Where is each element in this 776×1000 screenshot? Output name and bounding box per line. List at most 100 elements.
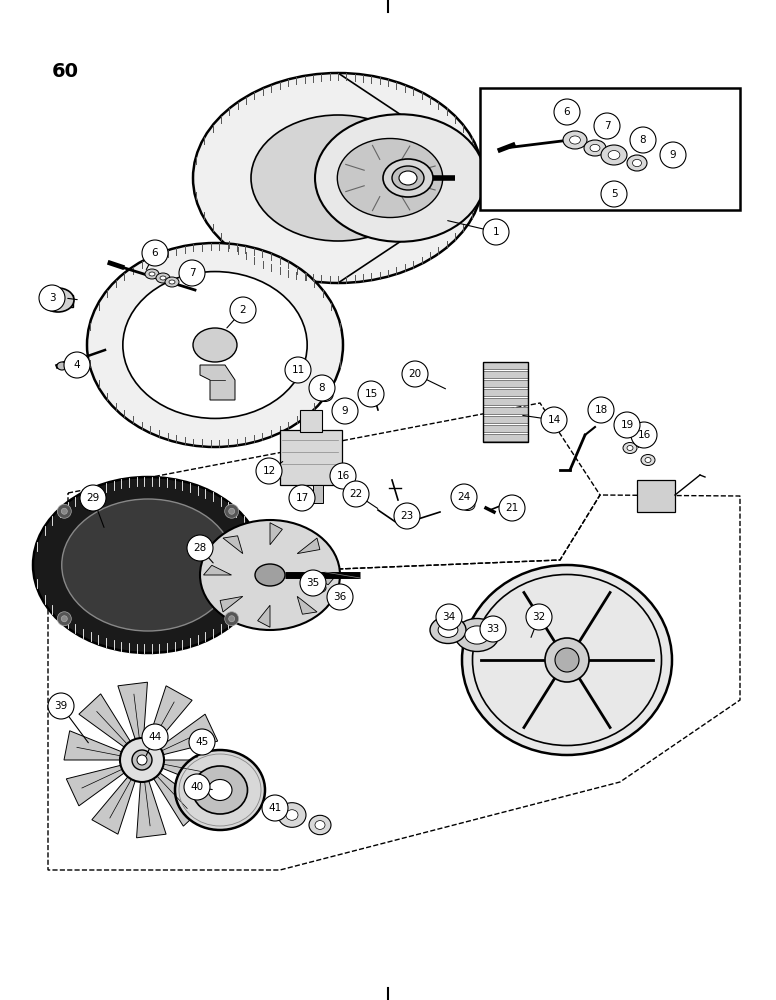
Circle shape <box>137 755 147 765</box>
Circle shape <box>225 612 239 626</box>
Ellipse shape <box>465 502 471 508</box>
Ellipse shape <box>461 499 475 510</box>
Ellipse shape <box>193 328 237 362</box>
Circle shape <box>660 142 686 168</box>
Circle shape <box>179 260 205 286</box>
Circle shape <box>57 504 71 518</box>
Circle shape <box>80 485 106 511</box>
Text: 11: 11 <box>291 365 305 375</box>
Ellipse shape <box>314 584 326 592</box>
Circle shape <box>483 219 509 245</box>
Circle shape <box>39 285 65 311</box>
Circle shape <box>330 463 356 489</box>
Text: 7: 7 <box>604 121 610 131</box>
Text: 6: 6 <box>151 248 158 258</box>
Ellipse shape <box>338 138 442 218</box>
Ellipse shape <box>641 454 655 466</box>
Ellipse shape <box>570 136 580 144</box>
Polygon shape <box>157 714 218 756</box>
Ellipse shape <box>42 288 74 312</box>
Text: 16: 16 <box>336 471 350 481</box>
Circle shape <box>588 397 614 423</box>
Polygon shape <box>223 536 243 554</box>
FancyBboxPatch shape <box>483 407 528 414</box>
Ellipse shape <box>315 821 325 829</box>
FancyBboxPatch shape <box>483 434 528 441</box>
Text: 20: 20 <box>408 369 421 379</box>
FancyBboxPatch shape <box>43 295 73 307</box>
Text: 40: 40 <box>190 782 203 792</box>
FancyBboxPatch shape <box>483 362 528 369</box>
Text: 15: 15 <box>365 389 378 399</box>
Circle shape <box>300 570 326 596</box>
Ellipse shape <box>62 499 234 631</box>
Text: 39: 39 <box>54 701 68 711</box>
Circle shape <box>230 297 256 323</box>
Text: 21: 21 <box>505 503 518 513</box>
Ellipse shape <box>337 593 349 602</box>
Circle shape <box>64 352 90 378</box>
Circle shape <box>132 750 152 770</box>
Circle shape <box>630 127 656 153</box>
Circle shape <box>229 508 234 514</box>
Text: 7: 7 <box>189 268 196 278</box>
Polygon shape <box>309 575 337 585</box>
Circle shape <box>120 738 164 782</box>
Ellipse shape <box>563 131 587 149</box>
Ellipse shape <box>255 564 285 586</box>
Polygon shape <box>66 764 127 806</box>
Polygon shape <box>297 538 320 554</box>
Text: 9: 9 <box>341 406 348 416</box>
Text: 60: 60 <box>52 62 79 81</box>
Ellipse shape <box>623 442 637 454</box>
FancyBboxPatch shape <box>313 485 323 503</box>
Polygon shape <box>64 731 125 760</box>
Ellipse shape <box>383 159 433 197</box>
Text: 28: 28 <box>193 543 206 553</box>
Text: 9: 9 <box>670 150 677 160</box>
Ellipse shape <box>399 171 417 185</box>
Circle shape <box>631 422 657 448</box>
Circle shape <box>327 584 353 610</box>
Ellipse shape <box>317 388 333 401</box>
Ellipse shape <box>608 150 620 159</box>
Ellipse shape <box>345 412 352 418</box>
Ellipse shape <box>286 810 298 820</box>
Circle shape <box>61 508 68 514</box>
Circle shape <box>541 407 567 433</box>
Circle shape <box>285 357 311 383</box>
Polygon shape <box>297 596 317 614</box>
FancyBboxPatch shape <box>483 380 528 387</box>
Text: 2: 2 <box>240 305 246 315</box>
Ellipse shape <box>315 114 485 242</box>
Ellipse shape <box>278 803 306 827</box>
Circle shape <box>142 724 168 750</box>
Text: 14: 14 <box>547 415 560 425</box>
Ellipse shape <box>193 73 483 283</box>
FancyBboxPatch shape <box>483 425 528 432</box>
Circle shape <box>402 361 428 387</box>
Polygon shape <box>220 596 243 612</box>
Text: 5: 5 <box>611 189 618 199</box>
Circle shape <box>451 484 477 510</box>
Polygon shape <box>200 365 235 400</box>
Circle shape <box>554 99 580 125</box>
Ellipse shape <box>392 166 424 190</box>
Ellipse shape <box>145 269 159 279</box>
Ellipse shape <box>149 272 155 276</box>
Ellipse shape <box>627 155 647 171</box>
Text: 8: 8 <box>319 383 325 393</box>
Ellipse shape <box>156 273 170 283</box>
Ellipse shape <box>123 272 307 418</box>
Text: 19: 19 <box>620 420 634 430</box>
FancyBboxPatch shape <box>483 398 528 405</box>
Polygon shape <box>137 777 166 838</box>
Ellipse shape <box>632 159 642 167</box>
Ellipse shape <box>160 276 166 280</box>
Circle shape <box>601 181 627 207</box>
Text: 18: 18 <box>594 405 608 415</box>
Ellipse shape <box>462 565 672 755</box>
Circle shape <box>545 638 589 682</box>
Circle shape <box>142 240 168 266</box>
Circle shape <box>48 693 74 719</box>
